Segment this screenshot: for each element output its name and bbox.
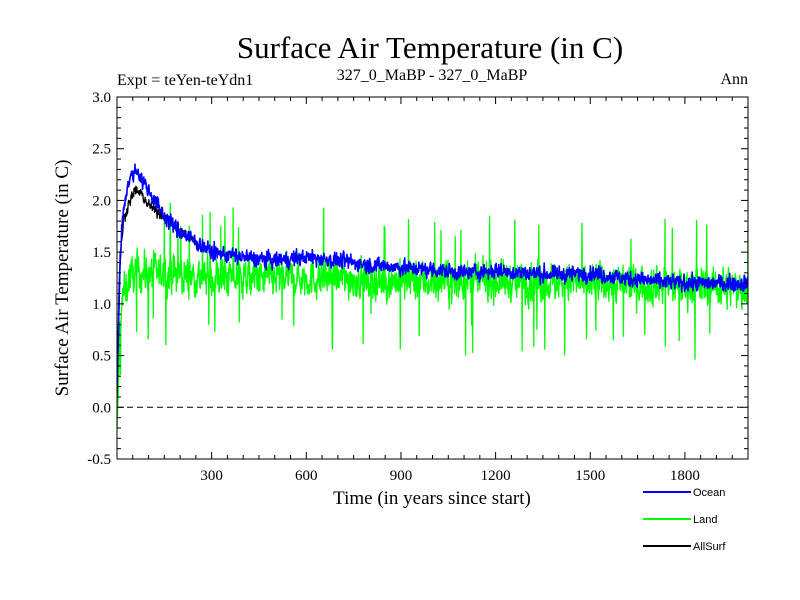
series-line-land: [117, 202, 748, 430]
season-label: Ann: [720, 71, 748, 88]
y-tick-label: 2.0: [92, 193, 111, 209]
legend-label-allsurf: AllSurf: [693, 541, 726, 553]
y-tick-label: 0.5: [92, 349, 111, 365]
x-tick-label: 1500: [575, 468, 605, 484]
x-tick-label: 1800: [670, 468, 700, 484]
y-tick-label: 0.0: [92, 400, 111, 416]
series-line-ocean: [117, 163, 748, 386]
x-tick-label: 1200: [481, 468, 511, 484]
x-tick-label: 600: [295, 468, 318, 484]
y-tick-label: 3.0: [92, 90, 111, 106]
y-axis-label: Surface Air Temperature (in C): [52, 160, 73, 397]
x-axis-label: Time (in years since start): [333, 488, 531, 509]
y-tick-label: 1.0: [92, 297, 111, 313]
chart-title: Surface Air Temperature (in C): [237, 30, 623, 65]
legend-label-ocean: Ocean: [693, 487, 725, 499]
x-tick-label: 900: [390, 468, 413, 484]
series-layer: [117, 163, 748, 430]
y-tick-label: 2.5: [92, 142, 111, 158]
x-tick-label: 300: [200, 468, 223, 484]
experiment-label: Expt = teYen-teYdn1: [117, 72, 253, 89]
y-tick-label: -0.5: [87, 452, 111, 468]
period-label: 327_0_MaBP - 327_0_MaBP: [337, 67, 528, 84]
legend-label-land: Land: [693, 514, 717, 526]
axis-ticks: 300 600 900 1200 1500 1800 -0.5 0.0 0.5 1.0 1.5 2.0…: [87, 90, 749, 484]
y-tick-label: 1.5: [92, 245, 111, 261]
legend: Ocean Land AllSurf: [643, 487, 726, 553]
